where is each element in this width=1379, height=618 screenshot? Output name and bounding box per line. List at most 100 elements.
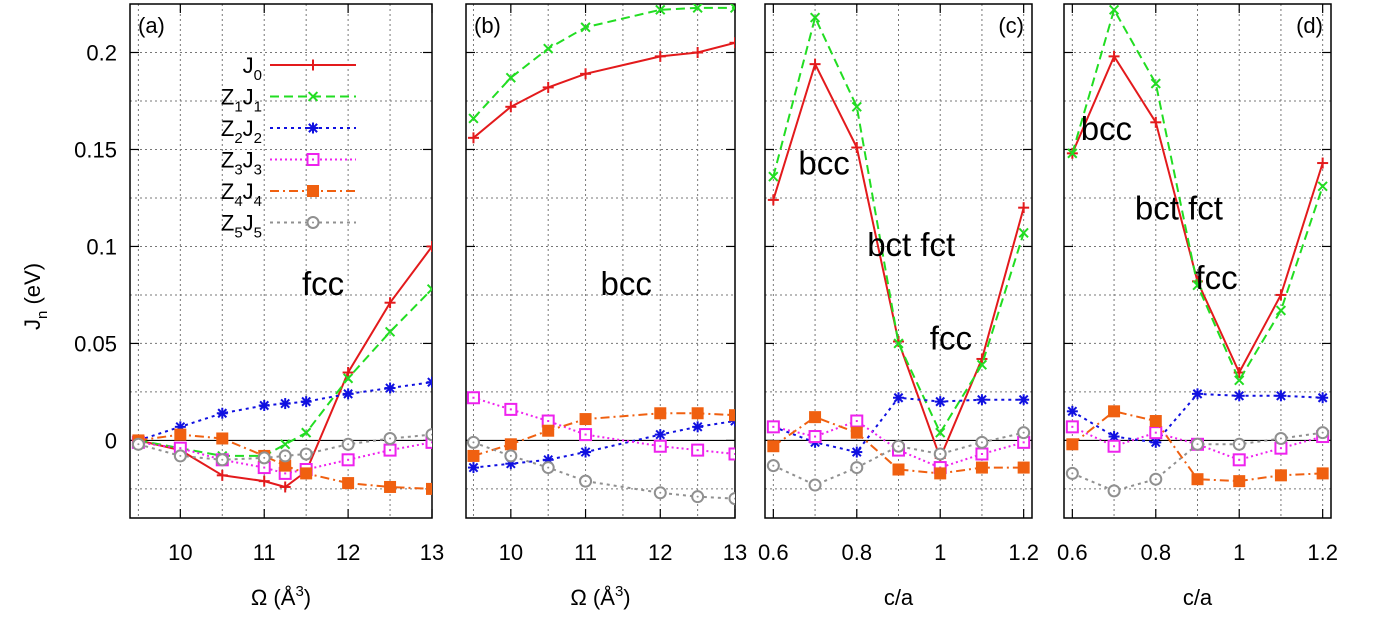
point-Z2J2-b bbox=[280, 398, 291, 409]
point-Z3J3-dot bbox=[1279, 447, 1282, 450]
point-Z1J1-b bbox=[543, 43, 554, 54]
x-axis-label-text: c/a bbox=[1183, 585, 1213, 610]
point-Z2J2-b bbox=[730, 419, 735, 426]
point-Z1J1-b bbox=[426, 287, 432, 295]
legend-label-letter: J bbox=[243, 211, 254, 236]
point-Z5J5-dot bbox=[659, 491, 662, 494]
point-Z2J2-b bbox=[1317, 392, 1328, 403]
panel-label: (d) bbox=[1296, 13, 1323, 38]
point-Z3J3-dot bbox=[772, 425, 775, 428]
point-Z3J3-dot bbox=[263, 466, 266, 469]
legend-label-letter: J bbox=[243, 53, 254, 78]
xtick-label: 0.8 bbox=[841, 540, 872, 565]
xtick-label: 13 bbox=[723, 540, 747, 565]
point-Z3J3-dot bbox=[584, 433, 587, 436]
legend-label-sub: 1 bbox=[254, 99, 262, 116]
legend-marker-Z4J4 bbox=[307, 185, 319, 197]
point-Z1J1-b bbox=[935, 427, 946, 438]
y-axis-label-sub: n bbox=[34, 311, 51, 319]
legend-label: Z1J1 bbox=[221, 85, 262, 116]
legend-label-sub: 2 bbox=[254, 130, 262, 147]
legend-label-sub: 5 bbox=[234, 225, 242, 242]
point-Z4J4 bbox=[767, 440, 780, 453]
point-Z1J1-b bbox=[1192, 280, 1203, 291]
legend-label: J0 bbox=[243, 53, 262, 84]
point-Z5J5-dot bbox=[547, 466, 550, 469]
point-Z2J2-b bbox=[1067, 406, 1078, 417]
point-Z5J5-dot bbox=[734, 497, 735, 500]
point-Z4J4 bbox=[216, 432, 229, 445]
annotation: bcc bbox=[798, 145, 849, 182]
point-Z5J5-dot bbox=[284, 454, 287, 457]
xtick-label: 11 bbox=[253, 540, 276, 565]
x-axis-label-tail: ) bbox=[623, 585, 630, 610]
point-Z2J2-b bbox=[301, 396, 311, 407]
point-Z2J2-a bbox=[427, 377, 432, 384]
point-Z5J5-dot bbox=[772, 464, 775, 467]
point-Z4J4 bbox=[1274, 469, 1287, 482]
x-axis-label-text: Ω (Å bbox=[251, 585, 296, 610]
point-Z4J4 bbox=[384, 480, 397, 493]
point-Z3J3-dot bbox=[814, 435, 817, 438]
point-Z4J4 bbox=[809, 411, 822, 424]
legend-label-letter: Z bbox=[221, 85, 234, 110]
series-group bbox=[131, 240, 432, 495]
point-Z5J5-dot bbox=[137, 443, 140, 446]
x-axis-label-tail: ) bbox=[304, 585, 311, 610]
point-Z5J5-dot bbox=[897, 445, 900, 448]
point-Z4J4 bbox=[654, 407, 667, 420]
point-Z3J3 bbox=[425, 435, 432, 449]
legend-label-letter: J bbox=[243, 179, 254, 204]
legend-label-letter: Z bbox=[221, 116, 234, 141]
panel-b: 10 11 12 13 Ω (Å3) (b) bcc bbox=[465, 3, 747, 610]
point-Z5J5-dot bbox=[1154, 478, 1157, 481]
point-Z5J5-dot bbox=[305, 452, 308, 455]
annotation: bcc bbox=[1081, 110, 1132, 147]
point-Z2J2-b bbox=[343, 389, 353, 399]
point-Z1J1-b bbox=[768, 171, 779, 182]
point-Z1J1-b bbox=[729, 6, 735, 13]
point-Z1J1-b bbox=[343, 373, 354, 384]
point-Z1J1-b bbox=[505, 72, 516, 83]
panel-a: 10 11 12 13Ω (Å3)(a)fcc bbox=[129, 3, 444, 610]
legend-label-sub: 4 bbox=[234, 193, 242, 210]
legend-marker-Z3J3-dot bbox=[312, 158, 314, 161]
ytick-label: 0 bbox=[105, 428, 117, 453]
point-Z1J1-b bbox=[976, 359, 988, 370]
series-line-J0 bbox=[472, 41, 735, 139]
x-axis-label-text: Ω (Å bbox=[570, 585, 615, 610]
point-Z2J2-b bbox=[1150, 437, 1161, 448]
panel-label: (a) bbox=[138, 13, 165, 38]
point-Z5J5-dot bbox=[1022, 431, 1025, 434]
point-Z3J3-dot bbox=[659, 445, 662, 448]
point-Z5J5-dot bbox=[509, 454, 512, 457]
xtick-label: 1.2 bbox=[1008, 540, 1039, 565]
point-Z4J4 bbox=[1149, 415, 1162, 428]
annotation: fcc bbox=[930, 319, 972, 356]
point-Z5J5-dot bbox=[179, 454, 182, 457]
point-Z1J1-b bbox=[1108, 4, 1120, 15]
point-Z5J5-dot bbox=[1279, 437, 1282, 440]
legend-label: Z5J5 bbox=[221, 211, 262, 242]
y-axis-label: Jn (eV) bbox=[20, 263, 51, 330]
legend-label-letter: Z bbox=[221, 211, 234, 236]
ytick-label: 0.05 bbox=[74, 331, 117, 356]
point-Z5J5-dot bbox=[431, 433, 432, 436]
point-Z5J5-dot bbox=[584, 480, 587, 483]
point-Z4J4 bbox=[934, 467, 947, 480]
legend-label-sub: 3 bbox=[234, 162, 242, 179]
point-Z3J3-dot bbox=[1022, 441, 1025, 444]
legend-marker-Z2J2-b bbox=[308, 123, 318, 133]
legend-label-letter: J bbox=[243, 85, 254, 110]
point-Z5J5-dot bbox=[1321, 431, 1324, 434]
point-Z4J4 bbox=[975, 461, 988, 474]
point-Z1J1-b bbox=[468, 113, 479, 124]
legend-marker-Z5J5-dot bbox=[312, 221, 314, 224]
point-Z2J2-b bbox=[427, 380, 432, 388]
legend-label: Z4J4 bbox=[221, 179, 262, 210]
point-Z2J2-b bbox=[935, 396, 946, 407]
x-axis-label: Ω (Å3) bbox=[570, 583, 630, 610]
point-Z2J2-b bbox=[1192, 389, 1203, 399]
